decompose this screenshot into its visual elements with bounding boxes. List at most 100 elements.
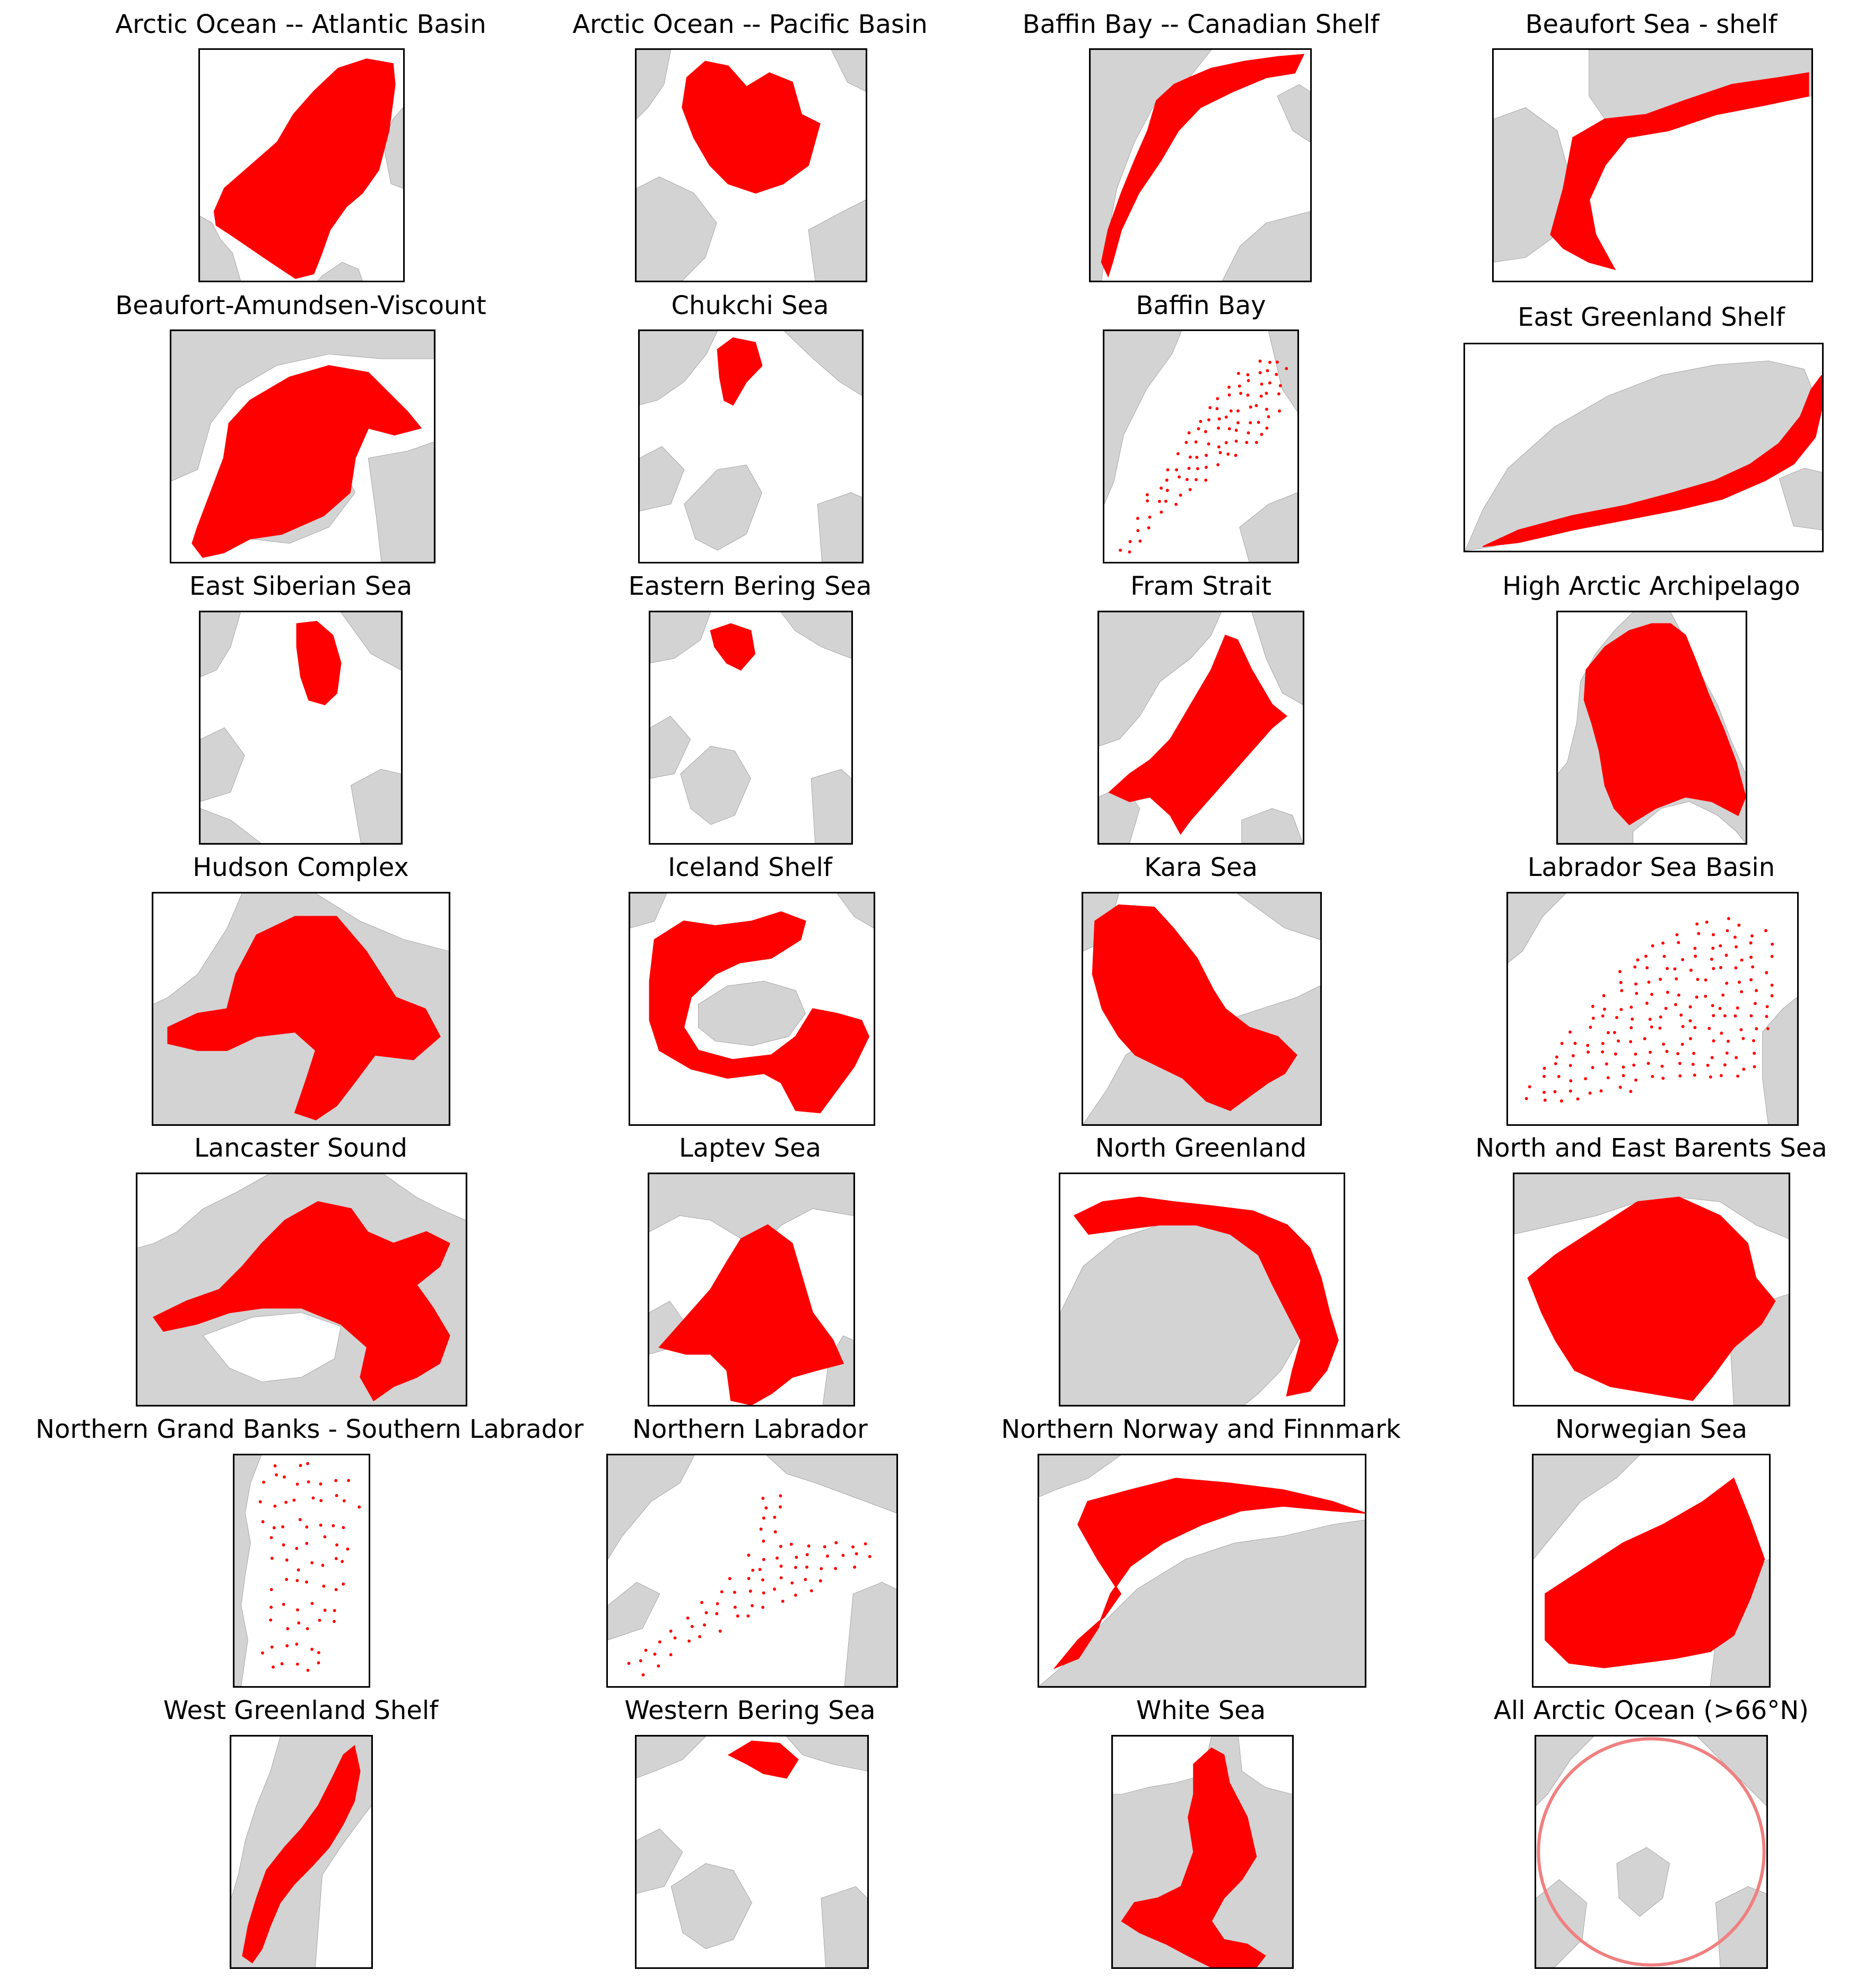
region-dot: [853, 1565, 857, 1569]
region-dot: [1215, 407, 1219, 411]
region-dot: [758, 1568, 762, 1572]
land-mass: [200, 216, 241, 281]
panel-title-western-bering: Western Bering Sea: [624, 1696, 876, 1725]
map-panel-eastern-bering: [649, 611, 853, 845]
region-dot: [1158, 500, 1161, 503]
land-mass: [823, 1336, 853, 1405]
land-mass: [650, 716, 691, 778]
region-dot: [270, 1645, 274, 1649]
region-fill-chukchi: [717, 337, 763, 406]
region-fill-laptev: [658, 1224, 844, 1405]
region-dot: [321, 1564, 325, 1567]
region-dot: [295, 1547, 299, 1550]
region-dot: [1749, 1014, 1753, 1018]
region-dot: [1249, 405, 1252, 409]
panel-title-northern-labrador: Northern Labrador: [632, 1414, 868, 1444]
map-panel-barents: [1513, 1173, 1790, 1407]
region-dot: [1217, 445, 1221, 449]
region-dot: [1589, 1026, 1592, 1029]
region-dot: [1160, 510, 1163, 514]
panel-title-east-siberian: East Siberian Sea: [189, 571, 413, 601]
region-fill-bav: [191, 365, 422, 558]
region-dot: [779, 1565, 783, 1568]
region-dot: [1632, 1063, 1636, 1067]
map-panel-east-siberian: [199, 611, 403, 845]
map-panel-west-greenland: [230, 1735, 373, 1969]
region-dot: [1629, 1040, 1633, 1044]
region-dot: [1591, 1004, 1594, 1008]
region-dot: [305, 1525, 309, 1529]
region-dot: [761, 1497, 765, 1500]
region-dot: [1673, 967, 1677, 971]
land-mass: [608, 1582, 660, 1640]
region-dot: [1704, 994, 1707, 998]
map-panel-norwegian: [1532, 1454, 1771, 1688]
region-dot: [347, 1479, 351, 1482]
land-mass: [637, 1737, 706, 1778]
region-dot: [319, 1523, 323, 1527]
land-mass: [1508, 893, 1566, 963]
region-dot: [1630, 1005, 1633, 1009]
region-dot: [1695, 922, 1699, 926]
region-dot: [1602, 994, 1606, 997]
region-dot: [1224, 415, 1228, 419]
map-panel-chukchi: [638, 329, 864, 563]
region-dot: [1216, 397, 1219, 401]
land-mass: [1252, 612, 1303, 705]
region-dot: [284, 1500, 288, 1504]
region-dot: [751, 1604, 754, 1608]
region-dot: [789, 1542, 793, 1546]
region-dot: [1258, 371, 1262, 375]
region-dot: [1633, 965, 1637, 969]
region-dot: [1634, 982, 1637, 986]
region-dot: [779, 1544, 782, 1548]
map-panel-atlantic: [198, 48, 405, 282]
region-dot: [318, 1618, 321, 1622]
region-dot: [1265, 407, 1268, 411]
panel-title-bav: Beaufort-Amundsen-Viscount: [115, 291, 486, 320]
region-dot: [1557, 1075, 1561, 1078]
region-dot: [1543, 1098, 1547, 1102]
land-mass: [1240, 493, 1297, 562]
region-dot: [1178, 475, 1181, 479]
region-dots-baffin-bay: [1119, 359, 1288, 554]
region-dot: [1723, 1063, 1727, 1067]
region-dot: [790, 1581, 794, 1585]
region-dot: [1543, 1090, 1546, 1094]
region-dot: [1755, 1027, 1758, 1030]
region-dot: [346, 1547, 350, 1551]
land-mass: [784, 331, 862, 396]
region-dot: [1719, 944, 1722, 948]
map-panel-baffin-shelf: [1089, 48, 1312, 282]
region-dot: [342, 1526, 345, 1530]
region-dot: [1234, 429, 1238, 432]
region-dot: [1543, 1074, 1546, 1078]
map-canvas-north-greenland: [1060, 1196, 1339, 1405]
region-dot: [273, 1504, 277, 1508]
region-dot: [269, 1536, 273, 1540]
region-dot: [1631, 1017, 1634, 1021]
region-dot: [1165, 489, 1169, 492]
region-dot: [773, 1587, 777, 1591]
land-mass: [650, 612, 711, 663]
land-mass: [640, 447, 684, 511]
region-dot: [1694, 954, 1697, 958]
region-dot: [704, 1611, 708, 1614]
panel-title-baffin-bay: Baffin Bay: [1136, 291, 1266, 320]
region-dot: [1765, 1014, 1768, 1018]
region-dot: [1689, 968, 1693, 972]
region-fill-atlantic: [213, 58, 396, 279]
region-dot: [855, 1552, 858, 1556]
map-panel-fram: [1097, 611, 1304, 845]
region-dot: [1749, 941, 1753, 945]
map-panel-north-greenland: [1059, 1173, 1345, 1407]
region-dot: [1751, 965, 1755, 969]
land-mass: [787, 1737, 867, 1771]
map-canvas-lancaster: [137, 1174, 466, 1405]
region-dot: [1650, 993, 1653, 996]
region-dot: [1648, 1018, 1652, 1021]
region-fill-eastern-bering: [710, 623, 756, 671]
region-dot: [716, 1602, 719, 1605]
region-dot: [1677, 993, 1680, 997]
region-dot: [333, 1620, 336, 1624]
